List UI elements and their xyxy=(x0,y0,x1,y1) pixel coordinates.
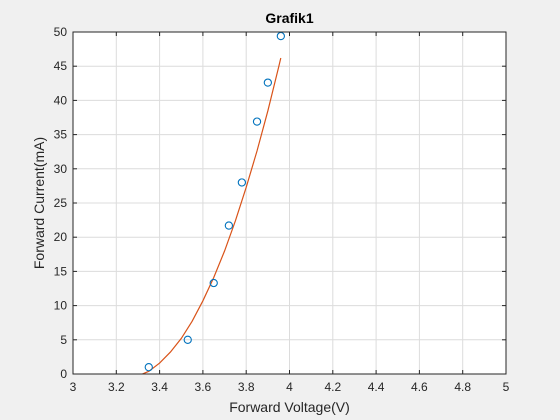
y-tick-label: 45 xyxy=(54,59,68,73)
ticks-layer: 3 3.2 3.4 3.6 3.8 4 4.2 4.4 4.6 4.8 50510152025303… xyxy=(54,25,510,394)
x-tick-label: 4.2 xyxy=(324,380,341,394)
y-tick-label: 40 xyxy=(54,93,68,107)
y-tick-label: 35 xyxy=(54,128,68,142)
fit-curve-layer xyxy=(142,57,282,375)
y-tick-label: 25 xyxy=(54,196,68,210)
x-tick-label: 3 xyxy=(70,380,77,394)
data-point xyxy=(183,335,192,344)
y-tick-label: 30 xyxy=(54,162,68,176)
x-tick-label: 3.6 xyxy=(195,380,212,394)
y-tick-label: 15 xyxy=(54,264,68,278)
data-point xyxy=(237,178,247,187)
x-tick-label: 4.4 xyxy=(368,380,385,394)
x-tick-label: 4.6 xyxy=(411,380,428,394)
y-tick-label: 10 xyxy=(54,299,68,313)
fit-curve xyxy=(142,57,282,375)
data-point xyxy=(276,31,285,41)
y-tick-label: 50 xyxy=(54,25,68,39)
y-axis-label: Forward Current(mA) xyxy=(31,137,47,269)
y-tick-label: 20 xyxy=(54,230,68,244)
data-point xyxy=(252,117,262,126)
chart-title: Grafik1 xyxy=(265,10,313,26)
data-point xyxy=(209,278,218,288)
data-points-layer xyxy=(144,31,285,372)
y-tick-label: 0 xyxy=(60,367,67,381)
data-point xyxy=(263,78,272,87)
y-tick-label: 5 xyxy=(60,333,67,347)
x-tick-label: 5 xyxy=(503,380,510,394)
x-tick-label: 4 xyxy=(286,380,293,394)
x-tick-label: 4.8 xyxy=(454,380,471,394)
data-point xyxy=(144,363,153,372)
data-point xyxy=(224,221,234,230)
x-tick-label: 3.8 xyxy=(238,380,255,394)
x-tick-label: 3.2 xyxy=(108,380,125,394)
x-tick-label: 3.4 xyxy=(151,380,168,394)
x-axis-label: Forward Voltage(V) xyxy=(229,399,350,415)
